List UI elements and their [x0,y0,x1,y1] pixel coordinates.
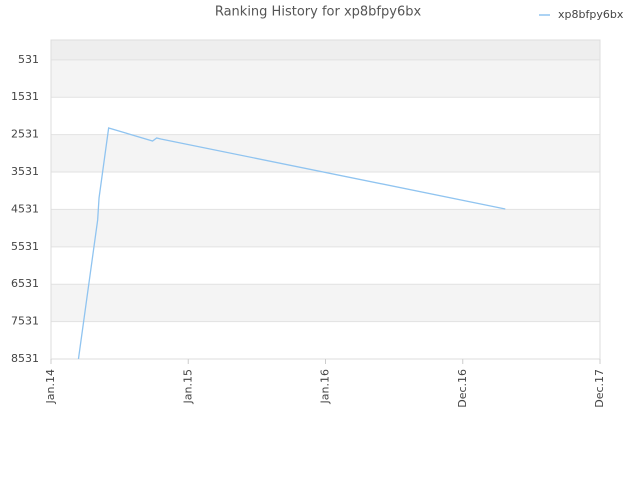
line-series [77,127,506,360]
y-tick-label: 4531 [11,202,39,215]
y-tick-label: 5531 [11,240,39,253]
plot-band [51,40,600,60]
plot-band [51,172,600,210]
y-tick-label: 7531 [11,315,39,328]
plot-band [51,134,600,173]
plot-band [51,209,600,247]
chart-title: Ranking History for xp8bfpy6bx [215,5,422,20]
y-tick-label: 1531 [11,90,39,103]
plot-band [51,321,600,359]
y-tick-label: 3531 [11,165,39,178]
y-tick-label: 2531 [11,128,39,141]
y-tick-label: 6531 [11,277,39,290]
x-tick-label: Dec.17 [593,369,606,408]
y-tick-label: 531 [18,53,39,66]
plot-band [51,246,600,285]
legend-label: xp8bfpy6bx [558,8,624,21]
y-tick-label: 8531 [11,352,39,365]
plot-band [51,97,600,135]
plot-band [51,59,600,98]
x-tick-label: Jan.16 [319,369,332,404]
plot-band [51,284,600,322]
x-tick-label: Jan.15 [181,369,194,404]
x-tick-label: Dec.16 [456,369,469,408]
x-tick-label: Jan.14 [44,369,57,404]
